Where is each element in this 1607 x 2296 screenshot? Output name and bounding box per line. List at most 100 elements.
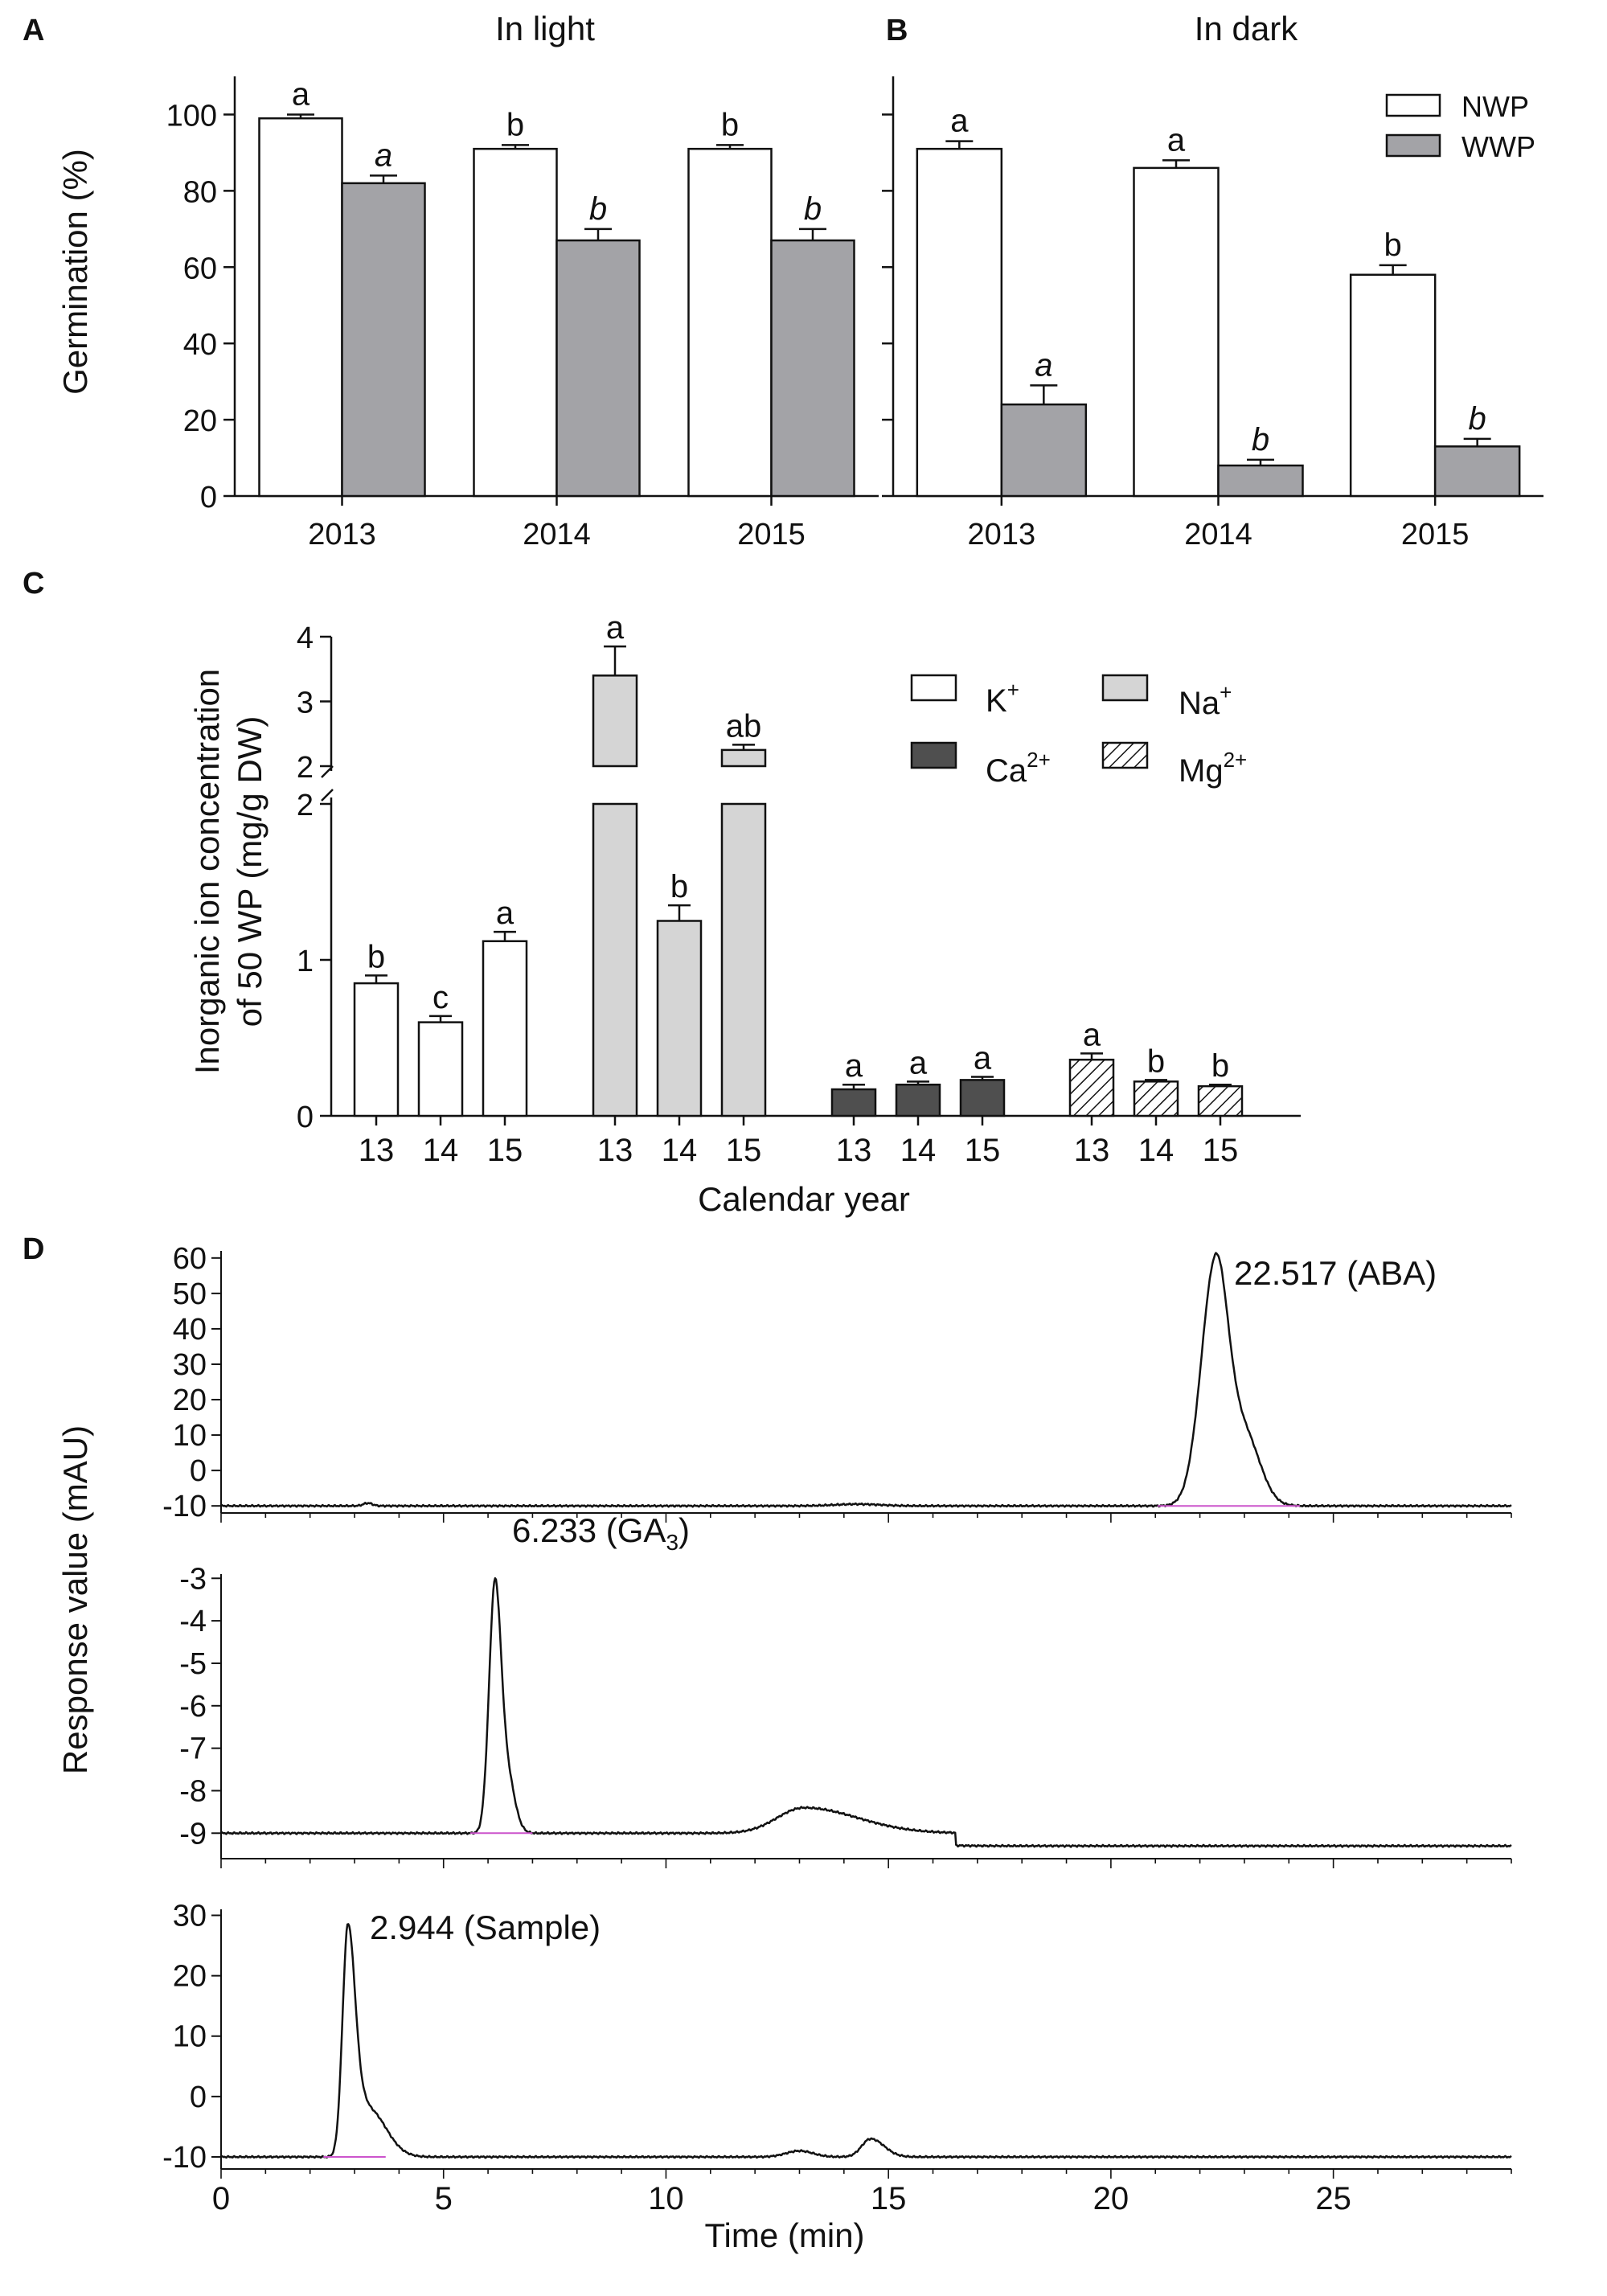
trace-ABA-y-tick-label: 50 xyxy=(173,1277,207,1311)
panel-a-significance-letter: b xyxy=(804,191,822,227)
panel-a-significance-letter: a xyxy=(375,137,392,173)
panel-a-ylabel: Germination (%) xyxy=(56,149,94,395)
annotation-ga3: 6.233 (GA3) xyxy=(512,1511,690,1555)
panel-b-bar xyxy=(1133,166,1220,498)
panel-c-xlabel: Calendar year xyxy=(698,1180,910,1218)
panel-label-a: A xyxy=(23,14,44,47)
panel-a-y-tick-label: 60 xyxy=(183,252,217,285)
legend-label-na: Na+ xyxy=(1179,680,1232,721)
panel-c-y-tick-label: 0 xyxy=(297,1101,314,1134)
panel-c-x-tick-label: 14 xyxy=(423,1133,459,1168)
panel-c-y-tick-label: 1 xyxy=(297,945,314,978)
trace-GA3-line xyxy=(220,1576,1512,1848)
trace-ABA-y-tick-label: 60 xyxy=(173,1242,207,1276)
trace-GA3-y-tick-label: -3 xyxy=(179,1562,207,1596)
panel-c-significance-letter: b xyxy=(367,939,385,974)
panel-c-x-tick-label: 13 xyxy=(359,1133,395,1168)
panel-d-x-tick-label: 25 xyxy=(1315,2181,1351,2216)
panel-c-ylabel-line1: Inorganic ion concentration xyxy=(188,669,226,1074)
panel-c-significance-letter: ab xyxy=(726,708,762,744)
panel-c-axis-break xyxy=(321,765,334,778)
panel-c-significance-letter: a xyxy=(909,1045,928,1080)
panel-b-bar xyxy=(1000,403,1088,498)
panel-a-bar xyxy=(258,117,343,498)
panel-a-x-tick-label: 2015 xyxy=(737,518,806,551)
trace-GA3-y-tick-label: -6 xyxy=(179,1690,207,1724)
panel-c-y-tick-label: 3 xyxy=(297,687,314,720)
panel-b-significance-letter: b xyxy=(1252,422,1269,457)
panel-b-significance-letter: a xyxy=(1035,347,1052,383)
panel-a-bar xyxy=(555,239,641,498)
panel-b-bar xyxy=(1217,464,1304,498)
panel-c-bar xyxy=(959,1079,1006,1117)
panel-b-chart: 2013 a a 2014 a b 2015 b b xyxy=(882,76,1543,551)
legend-swatch-na xyxy=(1101,674,1149,702)
panel-c-bar xyxy=(1133,1080,1179,1117)
panel-c-bar xyxy=(656,920,703,1117)
panel-d-chart: -100102030405060-9-8-7-6-5-4-3-100102030… xyxy=(162,1242,1512,2216)
panel-a-bar xyxy=(770,239,855,498)
legend-label-k: K+ xyxy=(986,678,1019,719)
annotation-aba: 22.517 (ABA) xyxy=(1234,1254,1437,1292)
panel-c-x-tick-label: 13 xyxy=(597,1133,633,1168)
panel-label-c: C xyxy=(23,567,44,601)
panel-a-x-tick-label: 2013 xyxy=(308,518,376,551)
panel-c-significance-letter: b xyxy=(1211,1048,1229,1084)
trace-GA3-y-tick-label: -8 xyxy=(179,1774,207,1808)
trace-Sample-line xyxy=(220,1923,1512,2159)
panel-c-significance-letter: b xyxy=(1147,1043,1165,1079)
panel-b-x-tick-label: 2013 xyxy=(968,518,1036,551)
panel-c-y-tick-label: 2 xyxy=(297,789,314,822)
panel-c-bar xyxy=(482,940,528,1117)
panel-d-ylabel: Response value (mAU) xyxy=(56,1425,94,1774)
panel-c-bar-lower-part xyxy=(720,802,767,1117)
panel-a-chart: 0 20 40 60 80 100 2013 a a 2014 b b 2015 b b xyxy=(166,76,879,551)
panel-c-bar xyxy=(417,1021,464,1117)
panel-c-bar xyxy=(1068,1058,1115,1117)
panel-c-bar xyxy=(895,1083,941,1117)
legend-swatch-wwp xyxy=(1385,133,1441,158)
legend-label-mg: Mg2+ xyxy=(1179,748,1247,789)
panel-c-x-tick-label: 14 xyxy=(1138,1133,1175,1168)
legend-swatch-ca xyxy=(910,741,957,769)
trace-GA3-y-tick-label: -9 xyxy=(179,1817,207,1851)
legend-c: K+ Na+ Ca2+ Mg2+ xyxy=(910,674,1247,789)
panel-c-x-tick-label: 15 xyxy=(726,1133,762,1168)
panel-c-x-tick-label: 15 xyxy=(487,1133,523,1168)
trace-Sample-y-tick-label: 20 xyxy=(173,1960,207,1994)
legend-swatch-k xyxy=(910,674,957,702)
panel-label-b: B xyxy=(886,14,908,47)
trace-Sample-y-tick-label: 10 xyxy=(173,2020,207,2054)
panel-b-title: In dark xyxy=(1195,10,1298,47)
legend-label-nwp: NWP xyxy=(1461,90,1529,123)
panel-c-y-tick-label: 4 xyxy=(297,621,314,655)
panel-a-significance-letter: b xyxy=(506,107,524,142)
panel-c-significance-letter: a xyxy=(496,896,514,931)
trace-ABA-y-tick-label: 0 xyxy=(190,1454,207,1488)
panel-b-significance-letter: a xyxy=(950,104,969,139)
trace-ABA-y-tick-label: -10 xyxy=(162,1490,207,1523)
panel-a-y-tick-label: 20 xyxy=(183,404,217,438)
panel-c-significance-letter: a xyxy=(845,1048,863,1084)
trace-Sample-y-tick-label: -10 xyxy=(162,2141,207,2175)
panel-c-x-tick-label: 15 xyxy=(965,1133,1001,1168)
panel-a-y-tick-label: 80 xyxy=(183,175,217,209)
panel-c-bar xyxy=(1197,1084,1244,1117)
panel-a-bar xyxy=(473,147,558,498)
panel-b-bar xyxy=(916,147,1003,498)
panel-b-significance-letter: b xyxy=(1469,401,1486,437)
panel-c-x-tick-label: 14 xyxy=(662,1133,698,1168)
trace-Sample-y-tick-label: 30 xyxy=(173,1900,207,1933)
panel-a-x-tick-label: 2014 xyxy=(523,518,591,551)
annotation-sample: 2.944 (Sample) xyxy=(370,1909,601,1946)
panel-c-x-tick-label: 15 xyxy=(1203,1133,1239,1168)
panel-d-x-tick-label: 20 xyxy=(1093,2181,1129,2216)
panel-a-significance-letter: b xyxy=(589,191,607,227)
panel-a-bar xyxy=(341,182,426,498)
legend-swatch-nwp xyxy=(1385,93,1441,117)
panel-a-y-tick-label: 0 xyxy=(200,481,217,515)
panel-b-bar xyxy=(1349,273,1437,498)
legend-label-ca: Ca2+ xyxy=(986,748,1051,789)
trace-Sample-y-tick-label: 0 xyxy=(190,2081,207,2114)
panel-a-y-tick-label: 100 xyxy=(166,99,217,133)
